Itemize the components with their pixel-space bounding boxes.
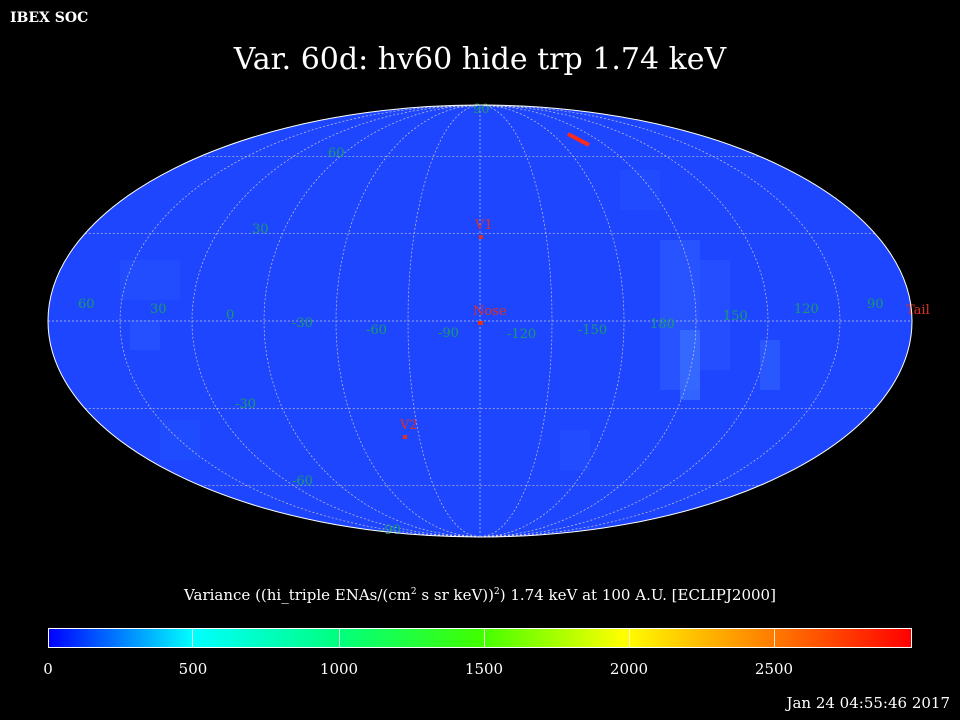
colorbar-tick: 2000 [609, 660, 649, 678]
colorbar-tick: 0 [43, 660, 53, 678]
org-label: IBEX SOC [10, 10, 89, 26]
lat-label: -60 [292, 474, 313, 489]
colorbar-tick: 1500 [464, 660, 504, 678]
colorbar-label: Variance ((hi_triple ENAs/(cm2 s sr keV)… [0, 586, 960, 604]
lon-label: 120 [794, 302, 819, 317]
map-texture [120, 170, 780, 470]
lat-label: 30 [252, 222, 269, 237]
lon-label: 0 [226, 308, 234, 323]
lon-label: 90 [867, 297, 884, 312]
colorbar-label-prefix: Variance ((hi_triple ENAs/(cm [184, 586, 411, 604]
lon-label: 180 [650, 317, 675, 332]
marker-label-v2: V2 [399, 418, 418, 433]
longitude-labels: 60 30 0 -30 -60 -90 -120 -150 180 150 12… [78, 297, 884, 342]
colorbar-label-sup2: 2 [494, 587, 500, 597]
colorbar-tick: 1000 [319, 660, 359, 678]
map-border [47, 104, 913, 538]
colorbar-tick: 2500 [754, 660, 794, 678]
lat-label: 90 [473, 102, 490, 117]
lon-label: -90 [438, 326, 459, 341]
high-variance-streak [567, 132, 590, 147]
colorbar-divider [339, 628, 340, 648]
colorbar-tick: 500 [178, 660, 208, 678]
timestamp: Jan 24 04:55:46 2017 [786, 694, 950, 712]
lat-label: -90 [380, 523, 401, 538]
marker-label-tail: Tail [906, 303, 930, 318]
graticule-line [119, 104, 481, 538]
colorbar-divider [484, 628, 485, 648]
lat-label: 60 [328, 146, 345, 161]
lon-label: 150 [723, 309, 748, 324]
lon-label: -30 [292, 316, 313, 331]
colorbar-label-suffix: ) 1.74 keV at 100 A.U. [ECLIPJ2000] [499, 586, 776, 604]
lon-label: -60 [366, 323, 387, 338]
lon-label: -120 [507, 327, 536, 342]
lon-label: 30 [150, 302, 167, 317]
lat-label: -30 [235, 397, 256, 412]
colorbar-divider [192, 628, 193, 648]
colorbar-divider [774, 628, 775, 648]
lon-label: 60 [78, 297, 95, 312]
marker-tail: Tail [906, 303, 930, 318]
marker-label-v1: V1 [474, 218, 493, 233]
lon-label: -150 [578, 323, 607, 338]
colorbar-label-sup1: 2 [410, 587, 417, 597]
colorbar [48, 628, 912, 648]
map-title: Var. 60d: hv60 hide trp 1.74 keV [233, 42, 727, 77]
marker-label-nose: Nose [473, 304, 507, 319]
colorbar-label-mid: s sr keV)) [416, 586, 495, 604]
marker-v2: V2 [399, 418, 418, 439]
marker-v1: V1 [474, 218, 493, 239]
marker-nose: Nose [473, 304, 507, 325]
latitude-labels: 90 60 30 -30 -60 -90 [235, 102, 490, 538]
colorbar-divider [629, 628, 630, 648]
